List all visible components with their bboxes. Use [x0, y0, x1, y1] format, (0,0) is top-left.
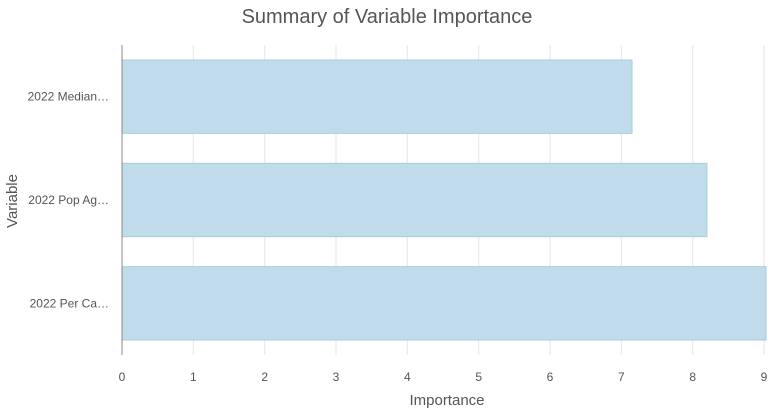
y-category-label: 2022 Per Ca…: [30, 296, 109, 310]
y-axis-title: Variable: [4, 174, 21, 228]
bar[interactable]: [121, 266, 767, 341]
x-tick-label: 5: [475, 370, 482, 384]
x-tick-label: 7: [618, 370, 625, 384]
y-category-label: 2022 Pop Ag…: [28, 193, 109, 207]
bars: [121, 59, 767, 341]
x-tick-label: 9: [761, 370, 768, 384]
x-tick-label: 2: [261, 370, 268, 384]
x-tick-label: 4: [404, 370, 411, 384]
x-axis-title: Importance: [409, 392, 484, 409]
y-axis-categories: 2022 Median… 2022 Pop Ag… 2022 Per Ca…: [28, 90, 109, 311]
x-axis-ticks: 0 1 2 3 4 5 6 7 8 9: [119, 370, 768, 384]
bar[interactable]: [121, 59, 633, 134]
bar[interactable]: [121, 162, 708, 238]
x-tick-label: 1: [190, 370, 197, 384]
x-tick-label: 8: [689, 370, 696, 384]
y-category-label: 2022 Median…: [28, 90, 109, 104]
x-tick-label: 6: [547, 370, 554, 384]
x-tick-label: 3: [333, 370, 340, 384]
chart-title: Summary of Variable Importance: [242, 6, 533, 28]
x-tick-label: 0: [119, 370, 126, 384]
